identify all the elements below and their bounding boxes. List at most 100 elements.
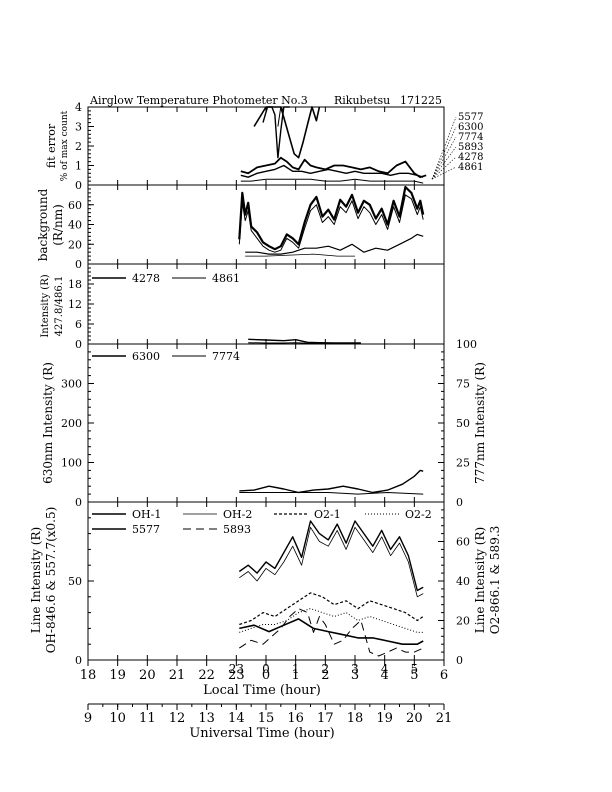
y-tick-label-red_line: 25 xyxy=(456,457,470,470)
local-time-tick-label: 19 xyxy=(109,668,126,683)
fit-error-line-label: 6300 xyxy=(458,122,483,133)
y-tick-label-red_line: 200 xyxy=(61,417,82,430)
series-hb_intensity-4278 xyxy=(248,338,361,344)
background-ylabel-1: background xyxy=(36,188,50,261)
series-line_intensity-5893 xyxy=(239,608,424,657)
ut-tick-label: 12 xyxy=(169,711,186,726)
hb-ylabel-1: Intensity (R) xyxy=(40,274,51,337)
site-label: Rikubetsu xyxy=(334,94,390,107)
y-tick-label-line_intensity: 20 xyxy=(456,615,470,628)
ut-tick-label: 20 xyxy=(406,711,423,726)
ticks-layer: 18 19 20 21 22 23 0 1 2 3 4 5 69 10 11 12 13 14 15 16 17 18 19… xyxy=(61,101,477,726)
fit-error-leader-line xyxy=(431,146,457,180)
fit-error-ylabel-2: % of max count xyxy=(60,110,70,181)
legend-label-5893: 5893 xyxy=(223,523,251,536)
hb-ylabel-2: 427.8/486.1 xyxy=(54,276,65,337)
series-line_intensity-O2-2 xyxy=(239,608,424,633)
legend-label-OH-1: OH-1 xyxy=(132,508,161,521)
legend-label-5577: 5577 xyxy=(132,523,160,536)
fit-error-ylabel-1: fit error xyxy=(45,123,58,168)
panel-background-frame xyxy=(87,184,445,265)
ut-tick-label: 9 xyxy=(84,711,92,726)
legend-label-OH-2: OH-2 xyxy=(223,508,252,521)
y-tick-label-hb_intensity: 0 xyxy=(75,338,82,351)
y-tick-label-red_line: 0 xyxy=(456,496,463,509)
y-tick-label-background: 20 xyxy=(68,238,82,251)
y-tick-label-red_line: 100 xyxy=(456,338,477,351)
local-time-tick-label: 22 xyxy=(198,668,215,683)
date-label: 171225 xyxy=(400,94,442,107)
series-background-a xyxy=(238,185,425,251)
local-time-tick-label: 23 xyxy=(228,668,245,683)
ut-tick-label: 10 xyxy=(109,711,126,726)
ut-tick-label: 18 xyxy=(347,711,364,726)
ut-tick-label: 16 xyxy=(287,711,304,726)
local-hour-inner-label: 4 xyxy=(381,662,389,676)
y-tick-label-line_intensity: 0 xyxy=(456,654,463,667)
local-hour-inner-label: 5 xyxy=(411,662,419,676)
fit-error-leader-line xyxy=(431,126,457,180)
y-tick-label-red_line: 300 xyxy=(61,378,82,391)
series-line_intensity-O2-1 xyxy=(239,592,424,626)
legend-label-6300: 6300 xyxy=(132,350,160,363)
chart-title: Airglow Temperature Photometer No.3 xyxy=(89,94,308,107)
series-hb_intensity-4861 xyxy=(248,342,361,345)
y-tick-label-fit_error: 4 xyxy=(75,101,82,114)
fit-error-line-label: 5893 xyxy=(458,142,483,153)
y-tick-label-line_intensity: 50 xyxy=(68,575,82,588)
series-fit_error-7774 xyxy=(277,106,285,127)
y-tick-label-fit_error: 0 xyxy=(75,179,82,192)
series-red_line-6300 xyxy=(239,469,424,494)
ut-tick-label: 13 xyxy=(198,711,215,726)
panel-fit-error-frame xyxy=(87,106,445,186)
y-tick-label-hb_intensity: 6 xyxy=(75,318,82,331)
series-line_intensity-OH-1 xyxy=(238,520,424,592)
legend-label-4861: 4861 xyxy=(212,272,240,285)
series-fit_error-4278 xyxy=(240,164,424,178)
fit-error-leader-line xyxy=(431,116,457,180)
local-hour-inner-label: 0 xyxy=(262,662,270,676)
y-tick-label-fit_error: 1 xyxy=(75,160,82,173)
series-fit_error-5893 xyxy=(240,156,427,179)
series-fit_error-5577 xyxy=(253,106,321,159)
series-line_intensity-5577 xyxy=(239,618,424,646)
line-int-right-ylabel-2: O2-866.1 & 589.3 xyxy=(488,526,502,635)
y-tick-label-background: 60 xyxy=(68,199,82,212)
y-tick-label-line_intensity: 40 xyxy=(456,575,470,588)
local-time-tick-label: 1 xyxy=(292,668,300,683)
local-time-tick-label: 20 xyxy=(139,668,156,683)
fit-error-leader-line xyxy=(431,156,457,180)
fit-error-leader-line xyxy=(431,136,457,180)
series-layer xyxy=(238,106,427,657)
universal-time-axis-label: Universal Time (hour) xyxy=(189,726,334,741)
panel-red-line-frame xyxy=(87,343,445,503)
fit-error-line-label: 7774 xyxy=(458,132,483,143)
local-time-tick-label: 3 xyxy=(351,668,359,683)
background-ylabel-2: (R/nm) xyxy=(51,204,65,246)
legend-label-O2-1: O2-1 xyxy=(314,508,341,521)
series-red_line-7774 xyxy=(239,492,424,495)
fit-error-line-label: 5577 xyxy=(458,112,483,123)
y-tick-label-hb_intensity: 12 xyxy=(68,298,82,311)
legend-label-O2-2: O2-2 xyxy=(405,508,432,521)
y-tick-label-fit_error: 3 xyxy=(75,121,82,134)
y-tick-label-fit_error: 2 xyxy=(75,140,82,153)
series-background-d xyxy=(245,253,355,257)
local-hour-inner-label: 3 xyxy=(351,662,359,676)
ut-tick-label: 14 xyxy=(228,711,245,726)
fit-error-leader-line xyxy=(431,166,457,180)
ut-tick-label: 11 xyxy=(139,711,156,726)
y-tick-label-background: 0 xyxy=(75,258,82,271)
local-hour-inner-label: 2 xyxy=(322,662,330,676)
local-hour-inner-label: 1 xyxy=(292,662,300,676)
y-tick-label-red_line: 75 xyxy=(456,378,470,391)
series-fit_error-4861 xyxy=(240,178,424,184)
series-background-c xyxy=(245,233,424,255)
y-tick-label-red_line: 0 xyxy=(75,496,82,509)
y-tick-label-line_intensity: 0 xyxy=(75,654,82,667)
local-time-tick-label: 5 xyxy=(410,668,418,683)
ut-tick-label: 21 xyxy=(436,711,453,726)
y-tick-label-red_line: 100 xyxy=(61,457,82,470)
red-line-left-ylabel: 630nm Intensity (R) xyxy=(41,362,55,484)
